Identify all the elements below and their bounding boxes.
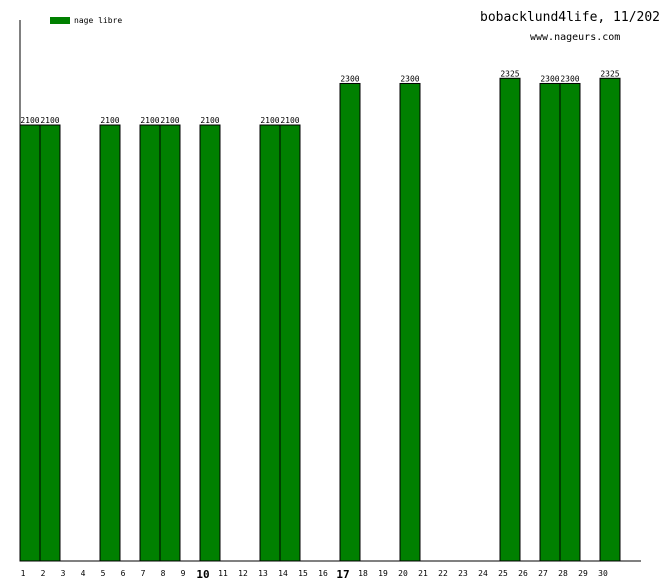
value-label-day-10: 2100 (200, 116, 219, 125)
value-label-day-7: 2100 (140, 116, 159, 125)
x-tick-12: 12 (238, 569, 248, 578)
x-tick-28: 28 (558, 569, 568, 578)
bar-day-2 (39, 124, 61, 562)
x-tick-21: 21 (418, 569, 428, 578)
x-tick-5: 5 (101, 569, 106, 578)
legend-swatch (50, 17, 70, 24)
x-tick-4: 4 (81, 569, 86, 578)
value-label-day-25: 2325 (500, 69, 519, 78)
x-tick-6: 6 (121, 569, 126, 578)
x-tick-15: 15 (298, 569, 308, 578)
x-tick-27: 27 (538, 569, 548, 578)
x-tick-labels-group: 1 2 3 4 5 6 7 8 9 10 11 12 13 14 15 16 17 18 19 20 21 22 23 24 2… (21, 568, 608, 580)
x-tick-26: 26 (518, 569, 528, 578)
legend-label: nage libre (74, 16, 123, 25)
x-tick-14: 14 (278, 569, 288, 578)
x-tick-29: 29 (578, 569, 588, 578)
x-tick-17: 17 (336, 568, 349, 580)
bar-day-14 (279, 124, 301, 562)
bar-day-28 (559, 82, 581, 562)
value-label-day-28: 2300 (560, 74, 579, 83)
bar-day-17 (339, 82, 361, 562)
bar-day-8 (159, 124, 181, 562)
x-tick-3: 3 (61, 569, 66, 578)
x-tick-22: 22 (438, 569, 448, 578)
x-tick-2: 2 (41, 569, 46, 578)
bar-day-20 (399, 82, 421, 562)
x-tick-9: 9 (181, 569, 186, 578)
x-tick-18: 18 (358, 569, 368, 578)
x-tick-25: 25 (498, 569, 508, 578)
bar-day-30 (599, 77, 621, 562)
legend: nage libre (50, 16, 122, 25)
x-tick-13: 13 (258, 569, 268, 578)
x-tick-11: 11 (218, 569, 228, 578)
value-label-day-13: 2100 (260, 116, 279, 125)
x-tick-1: 1 (21, 569, 26, 578)
value-label-day-27: 2300 (540, 74, 559, 83)
value-label-day-1: 2100 (20, 116, 39, 125)
value-label-day-20: 2300 (400, 74, 419, 83)
bar-day-1 (19, 124, 41, 562)
value-label-day-17: 2300 (340, 74, 359, 83)
x-tick-7: 7 (141, 569, 146, 578)
x-tick-24: 24 (478, 569, 488, 578)
x-tick-19: 19 (378, 569, 388, 578)
value-label-day-2: 2100 (40, 116, 59, 125)
x-tick-16: 16 (318, 569, 328, 578)
value-label-day-30: 2325 (600, 69, 619, 78)
bar-day-25 (499, 77, 521, 562)
x-tick-30: 30 (598, 569, 608, 578)
value-label-day-5: 2100 (100, 116, 119, 125)
bar-day-5 (99, 124, 121, 562)
bar-day-7 (139, 124, 161, 562)
value-label-day-14: 2100 (280, 116, 299, 125)
bar-day-27 (539, 82, 561, 562)
x-tick-23: 23 (458, 569, 468, 578)
bar-day-13 (259, 124, 281, 562)
value-label-day-8: 2100 (160, 116, 179, 125)
x-tick-10: 10 (196, 568, 209, 580)
chart-title: bobacklund4life, 11/2024 (480, 10, 660, 25)
bar-day-10 (199, 124, 221, 562)
x-tick-8: 8 (161, 569, 166, 578)
bars-group (19, 77, 621, 562)
chart-subtitle: www.nageurs.com (530, 32, 621, 43)
x-tick-20: 20 (398, 569, 408, 578)
